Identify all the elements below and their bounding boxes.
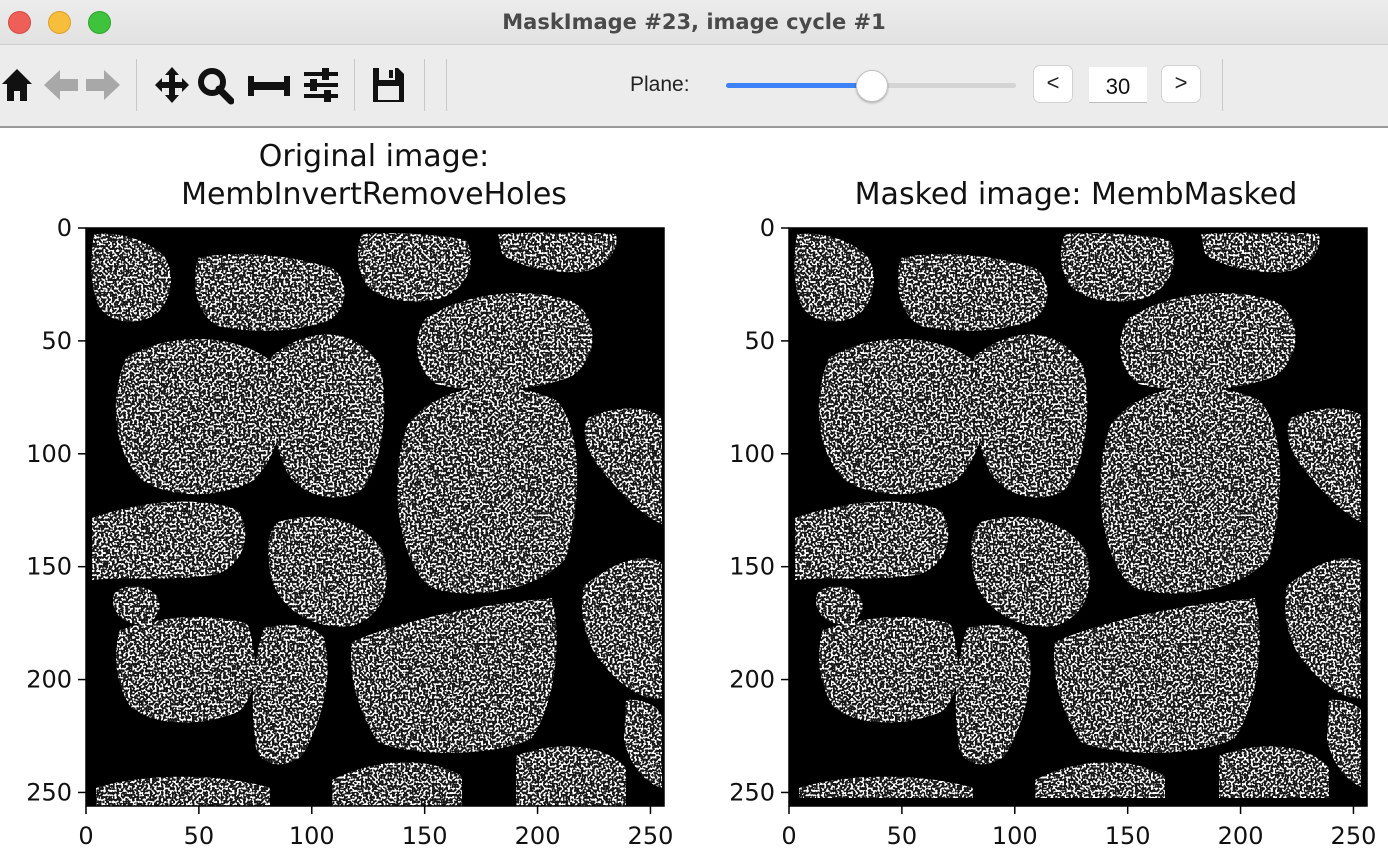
- original-image-title: Original image: MembInvertRemoveHoles: [174, 138, 574, 214]
- mask-border: [1361, 228, 1367, 806]
- axes-frame: [85, 227, 665, 807]
- axes-frame: [788, 227, 1368, 807]
- toolbar: Plane: < >: [0, 45, 1388, 128]
- x-tick-label: 150: [1105, 822, 1151, 850]
- y-tick-label: 150: [729, 553, 775, 581]
- previous-plane-button[interactable]: <: [1033, 65, 1073, 103]
- y-tick-label: 0: [57, 214, 72, 242]
- plane-number-field[interactable]: [1089, 67, 1147, 103]
- zoom-window-button[interactable]: [88, 11, 111, 34]
- back-arrow-icon[interactable]: [42, 65, 80, 105]
- toolbar-separator: [354, 59, 355, 111]
- zoom-icon[interactable]: [196, 65, 234, 105]
- x-tick-label: 100: [289, 822, 335, 850]
- original-image-title-line1: Original image:: [258, 139, 490, 174]
- configure-icon[interactable]: [302, 65, 340, 105]
- window-title: MaskImage #23, image cycle #1: [502, 10, 886, 34]
- x-tick-label: 250: [628, 822, 674, 850]
- subplots-icon[interactable]: [246, 65, 292, 105]
- forward-arrow-icon[interactable]: [84, 65, 122, 105]
- x-tick-label: 250: [1331, 822, 1377, 850]
- masked-image-title: Masked image: MembMasked: [826, 176, 1326, 214]
- title-bar: MaskImage #23, image cycle #1: [0, 0, 1388, 45]
- home-icon[interactable]: [0, 65, 34, 105]
- y-tick-label: 0: [760, 214, 775, 242]
- save-icon[interactable]: [370, 65, 406, 105]
- x-tick-label: 200: [1218, 822, 1264, 850]
- toolbar-separator: [136, 59, 137, 111]
- y-tick-label: 250: [729, 778, 775, 806]
- x-tick-label: 200: [515, 822, 561, 850]
- y-tick-label: 50: [41, 327, 72, 355]
- y-tick-label: 200: [26, 666, 72, 694]
- x-tick-label: 150: [402, 822, 448, 850]
- x-tick-label: 100: [992, 822, 1038, 850]
- toolbar-separator: [1222, 59, 1223, 111]
- next-plane-button[interactable]: >: [1161, 65, 1201, 103]
- y-tick-label: 100: [729, 440, 775, 468]
- x-tick-label: 50: [184, 822, 215, 850]
- minimize-window-button[interactable]: [48, 11, 71, 34]
- original-image-title-line2: MembInvertRemoveHoles: [181, 177, 567, 212]
- x-tick-label: 50: [887, 822, 918, 850]
- plane-label: Plane:: [630, 73, 690, 96]
- y-tick-label: 50: [744, 327, 775, 355]
- y-tick-label: 250: [26, 778, 72, 806]
- plane-slider-thumb[interactable]: [856, 70, 888, 102]
- x-tick-label: 0: [78, 822, 93, 850]
- mask-border: [789, 798, 1367, 806]
- plane-slider[interactable]: [726, 69, 1016, 103]
- membrane-image: [86, 228, 664, 806]
- plane-slider-fill: [726, 83, 871, 88]
- membrane-image: [789, 228, 1367, 806]
- toolbar-separator: [446, 59, 447, 111]
- close-window-button[interactable]: [8, 11, 31, 34]
- toolbar-separator: [424, 59, 425, 111]
- y-tick-label: 100: [26, 440, 72, 468]
- x-tick-label: 0: [781, 822, 796, 850]
- pan-icon[interactable]: [154, 65, 190, 105]
- y-tick-label: 200: [729, 666, 775, 694]
- y-tick-label: 150: [26, 553, 72, 581]
- masked-image-title-line2: Masked image: MembMasked: [854, 177, 1298, 212]
